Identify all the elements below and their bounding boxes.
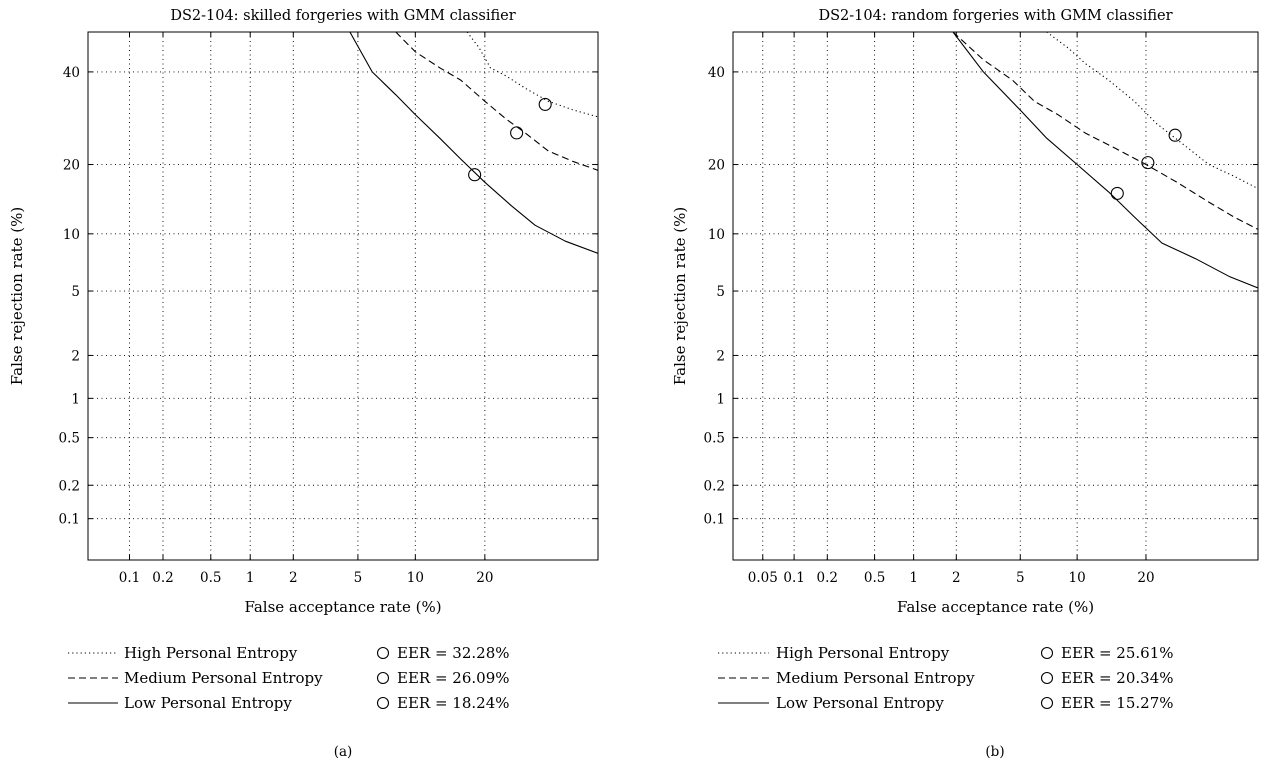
legend-label-1: High Personal Entropy — [124, 644, 298, 662]
series-line-3 — [952, 32, 1258, 289]
x-tick-label: 1 — [246, 570, 255, 586]
legend: High Personal Entropy EER = 25.61% Medium … — [718, 644, 1174, 712]
x-tick-label: 0.5 — [200, 570, 221, 586]
legend: High Personal Entropy EER = 32.28% Medium … — [68, 644, 510, 712]
plot-area — [349, 32, 598, 254]
plot-frame — [732, 31, 1259, 561]
legend-label-3: Low Personal Entropy — [124, 694, 292, 712]
y-tick-label: 1 — [716, 391, 725, 407]
grid — [88, 32, 598, 560]
legend-eer-marker-3 — [376, 696, 390, 710]
y-tick-label: 0.1 — [59, 512, 80, 528]
y-tick-label: 2 — [716, 348, 725, 364]
legend-eer-label-3: EER = 15.27% — [1061, 694, 1174, 712]
eer-marker-1 — [538, 97, 552, 111]
legend-eer-marker-3 — [1040, 696, 1054, 710]
x-tick-label: 0.2 — [152, 570, 173, 586]
legend-eer-marker-2 — [1040, 671, 1054, 685]
legend-eer-label-2: EER = 20.34% — [1061, 669, 1174, 687]
panel-label: (a) — [334, 744, 353, 760]
y-tick-label: 5 — [716, 284, 725, 300]
legend-eer-marker-2 — [376, 671, 390, 685]
x-tick-label: 0.1 — [783, 570, 804, 586]
y-tick-label: 0.1 — [704, 512, 725, 528]
x-tick-label: 5 — [1016, 570, 1025, 586]
y-tick-label: 0.2 — [59, 478, 80, 494]
y-tick-label: 2 — [71, 348, 80, 364]
x-tick-label: 2 — [952, 570, 961, 586]
chart-title: DS2-104: random forgeries with GMM class… — [818, 8, 1172, 24]
x-tick-label: 0.5 — [864, 570, 885, 586]
y-tick-label: 0.5 — [704, 431, 725, 447]
series-line-2 — [952, 32, 1258, 230]
plot-frame — [87, 31, 599, 561]
legend-eer-label-1: EER = 25.61% — [1061, 644, 1174, 662]
y-tick-label: 20 — [63, 158, 80, 174]
panel-label: (b) — [985, 744, 1004, 760]
x-tick-label: 10 — [407, 570, 424, 586]
legend-eer-label-3: EER = 18.24% — [397, 694, 510, 712]
chart-panel-1: 0.1 0.2 0.5 1 2 5 10 20 0.1 0.2 0.5 1 2 5 10 20 40 DS2-10… — [8, 8, 599, 760]
eer-marker-3 — [468, 168, 482, 182]
y-tick-label: 1 — [71, 391, 80, 407]
legend-label-3: Low Personal Entropy — [776, 694, 944, 712]
legend-label-2: Medium Personal Entropy — [776, 669, 975, 687]
x-tick-label: 5 — [354, 570, 363, 586]
y-axis-label: False rejection rate (%) — [8, 207, 26, 385]
chart-panel-2: 0.05 0.1 0.2 0.5 1 2 5 10 20 0.1 0.2 0.5 1 2 5 10 20 40 DS… — [671, 8, 1259, 760]
x-axis-label: False acceptance rate (%) — [244, 598, 441, 616]
x-tick-label: 2 — [289, 570, 298, 586]
eer-marker-3 — [1110, 186, 1124, 200]
y-tick-label: 5 — [71, 284, 80, 300]
series-line-1 — [466, 32, 598, 118]
grid — [733, 32, 1258, 560]
x-tick-label: 10 — [1069, 570, 1086, 586]
x-tick-label: 0.2 — [817, 570, 838, 586]
legend-eer-label-1: EER = 32.28% — [397, 644, 510, 662]
y-axis-label: False rejection rate (%) — [671, 207, 689, 385]
legend-label-1: High Personal Entropy — [776, 644, 950, 662]
x-tick-label: 1 — [909, 570, 918, 586]
legend-eer-marker-1 — [1040, 646, 1054, 660]
x-tick-label: 0.1 — [119, 570, 140, 586]
x-tick-label: 20 — [476, 570, 493, 586]
y-tick-label: 10 — [708, 227, 725, 243]
x-tick-label: 20 — [1137, 570, 1154, 586]
legend-eer-label-2: EER = 26.09% — [397, 669, 510, 687]
legend-eer-marker-1 — [376, 646, 390, 660]
eer-marker-2 — [1141, 156, 1155, 170]
y-tick-label: 40 — [63, 65, 80, 81]
series-line-3 — [349, 32, 598, 254]
y-tick-label: 20 — [708, 158, 725, 174]
y-tick-label: 0.2 — [704, 478, 725, 494]
eer-marker-2 — [510, 126, 524, 140]
eer-marker-1 — [1168, 128, 1182, 142]
x-tick-label: 0.05 — [748, 570, 778, 586]
legend-label-2: Medium Personal Entropy — [124, 669, 323, 687]
y-tick-label: 10 — [63, 227, 80, 243]
series-line-1 — [1046, 32, 1258, 190]
chart-title: DS2-104: skilled forgeries with GMM clas… — [170, 8, 515, 24]
series-line-2 — [395, 32, 598, 171]
x-axis-label: False acceptance rate (%) — [897, 598, 1094, 616]
y-tick-label: 0.5 — [59, 431, 80, 447]
plot-area — [952, 32, 1258, 289]
y-tick-label: 40 — [708, 65, 725, 81]
